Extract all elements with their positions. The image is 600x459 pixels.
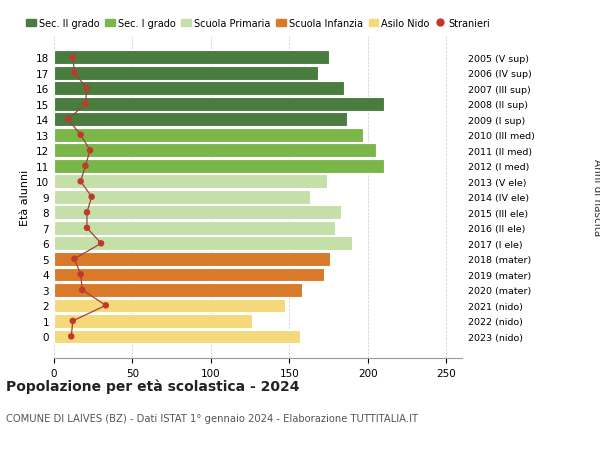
Legend: Sec. II grado, Sec. I grado, Scuola Primaria, Scuola Infanzia, Asilo Nido, Stran: Sec. II grado, Sec. I grado, Scuola Prim… bbox=[26, 19, 490, 28]
Point bbox=[101, 302, 110, 309]
Point bbox=[70, 70, 79, 77]
Point bbox=[64, 116, 73, 123]
Point bbox=[87, 194, 97, 201]
Bar bbox=[54, 67, 317, 80]
Text: Popolazione per età scolastica - 2024: Popolazione per età scolastica - 2024 bbox=[6, 379, 299, 393]
Point bbox=[68, 55, 77, 62]
Bar bbox=[54, 175, 327, 189]
Bar bbox=[54, 314, 252, 328]
Bar bbox=[54, 51, 329, 65]
Bar bbox=[54, 283, 302, 297]
Point bbox=[76, 132, 85, 139]
Bar bbox=[54, 299, 284, 313]
Bar bbox=[54, 237, 352, 251]
Bar bbox=[54, 330, 301, 343]
Point bbox=[80, 163, 90, 170]
Point bbox=[70, 256, 79, 263]
Point bbox=[77, 286, 87, 294]
Point bbox=[82, 209, 92, 217]
Bar bbox=[54, 190, 310, 204]
Text: Anni di nascita: Anni di nascita bbox=[592, 159, 600, 236]
Bar bbox=[54, 82, 344, 96]
Text: COMUNE DI LAIVES (BZ) - Dati ISTAT 1° gennaio 2024 - Elaborazione TUTTITALIA.IT: COMUNE DI LAIVES (BZ) - Dati ISTAT 1° ge… bbox=[6, 413, 418, 423]
Point bbox=[76, 271, 85, 279]
Point bbox=[68, 318, 77, 325]
Point bbox=[76, 178, 85, 185]
Point bbox=[85, 147, 95, 155]
Bar bbox=[54, 252, 330, 266]
Point bbox=[80, 101, 90, 108]
Point bbox=[67, 333, 76, 340]
Bar bbox=[54, 98, 383, 112]
Point bbox=[96, 240, 106, 247]
Bar bbox=[54, 129, 363, 142]
Point bbox=[82, 224, 92, 232]
Bar bbox=[54, 144, 376, 158]
Bar bbox=[54, 268, 324, 281]
Bar bbox=[54, 113, 347, 127]
Bar bbox=[54, 222, 335, 235]
Y-axis label: Età alunni: Età alunni bbox=[20, 169, 31, 225]
Point bbox=[82, 85, 92, 93]
Bar bbox=[54, 160, 383, 173]
Bar bbox=[54, 206, 341, 220]
